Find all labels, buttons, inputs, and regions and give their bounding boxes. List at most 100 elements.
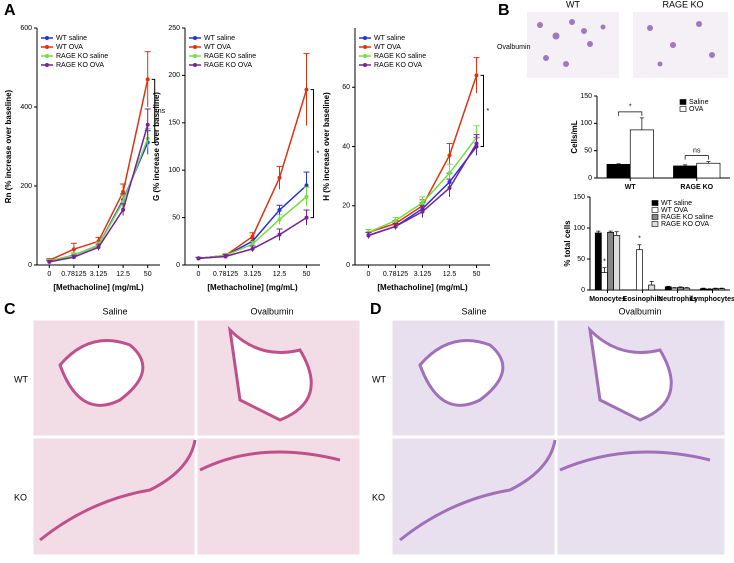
bar <box>664 286 672 291</box>
x-tick-label: 12.5 <box>443 271 457 278</box>
annotation: ns <box>693 147 701 154</box>
x-tick-label: Lymphocytes <box>690 296 734 303</box>
point <box>250 234 255 239</box>
bracket <box>310 89 314 219</box>
column-label: Saline <box>461 306 486 316</box>
point <box>304 194 309 199</box>
bar <box>683 287 691 291</box>
x-tick-label: WT <box>625 184 637 191</box>
y-tick-label: 100 <box>168 167 180 174</box>
y-tick-label: 250 <box>168 25 180 32</box>
point <box>304 215 309 220</box>
legend-marker <box>45 54 49 58</box>
legend-label: WT OVA <box>661 207 688 214</box>
bracket <box>480 74 484 147</box>
panel-label: B <box>498 2 510 19</box>
y-tick-label: 20 <box>342 203 350 210</box>
point <box>71 247 76 252</box>
y-tick-label: 40 <box>342 143 350 150</box>
legend-label: RAGE KO OVA <box>204 62 252 69</box>
bar <box>677 287 684 291</box>
y-tick-label: 150 <box>573 194 585 201</box>
column-label: Ovalbumin <box>618 306 661 316</box>
y-axis-title: G (% increase over baseline) <box>152 92 161 201</box>
point <box>250 246 255 251</box>
point <box>474 73 479 78</box>
point <box>447 153 452 158</box>
legend-label: WT OVA <box>204 44 231 51</box>
panel-label: C <box>4 301 16 318</box>
series-line <box>48 79 149 261</box>
y-tick-label: 0 <box>346 262 350 269</box>
y-tick-label: 200 <box>168 72 180 79</box>
annotation: * <box>638 236 641 243</box>
x-tick-label: 3.125 <box>244 271 262 278</box>
series-line <box>368 137 478 234</box>
bar <box>594 232 602 291</box>
point <box>277 208 282 213</box>
y-tick-label: 50 <box>584 148 592 155</box>
x-axis-title: [Methacholine] (mg/mL) <box>207 283 298 292</box>
x-tick-label: 12.5 <box>116 271 130 278</box>
legend-marker <box>363 63 367 67</box>
legend-label: OVA <box>689 106 704 113</box>
legend-label: RAGE KO saline <box>661 214 713 221</box>
y-tick-label: 50 <box>172 214 180 221</box>
bar <box>706 289 713 291</box>
point <box>447 171 452 176</box>
y-axis-title: % total cells <box>563 220 572 267</box>
panel-label: D <box>370 301 382 318</box>
bar <box>601 272 608 291</box>
point <box>223 254 228 259</box>
annotation: * <box>629 104 632 111</box>
legend-label: WT saline <box>661 200 692 207</box>
y-tick-label: 150 <box>168 120 180 127</box>
bar <box>718 288 726 291</box>
annotation: * <box>487 108 490 115</box>
legend-marker <box>193 36 197 40</box>
point <box>474 141 479 146</box>
row-label: KO <box>372 492 385 502</box>
x-tick-label: 50 <box>144 271 152 278</box>
y-tick-label: 60 <box>342 84 350 91</box>
bar <box>613 235 621 291</box>
y-tick-label: 150 <box>580 93 592 100</box>
y-tick-label: 0 <box>176 262 180 269</box>
legend-swatch <box>651 221 659 227</box>
point <box>304 183 309 188</box>
x-tick-label: Monocytes <box>589 296 626 303</box>
bar <box>606 163 631 179</box>
x-tick-label: 12.5 <box>273 271 287 278</box>
bar <box>607 231 614 291</box>
y-tick-label: 400 <box>20 104 32 111</box>
legend-label: Saline <box>689 99 709 106</box>
bracket <box>618 111 643 116</box>
legend-swatch <box>651 200 659 206</box>
legend-label: RAGE KO saline <box>374 53 426 60</box>
column-label: WT <box>566 0 580 9</box>
x-tick-label: 3.125 <box>414 271 432 278</box>
point <box>277 175 282 180</box>
legend-label: RAGE KO saline <box>204 53 256 60</box>
y-tick-label: 50 <box>577 256 585 263</box>
legend-marker <box>193 54 197 58</box>
bracket <box>684 155 709 160</box>
legend-marker <box>45 45 49 49</box>
legend-swatch <box>651 207 659 213</box>
x-tick-label: 50 <box>473 271 481 278</box>
annotation: ns <box>158 108 166 115</box>
column-label: Saline <box>102 306 127 316</box>
point <box>393 218 398 223</box>
point <box>304 87 309 92</box>
bar <box>673 165 698 179</box>
panel-label: A <box>4 2 16 19</box>
legend-swatch <box>679 99 687 105</box>
y-tick-label: 600 <box>20 25 32 32</box>
y-tick-label: 0 <box>588 175 592 182</box>
legend-label: WT saline <box>374 35 405 42</box>
point <box>121 207 126 212</box>
y-tick-label: 200 <box>20 183 32 190</box>
point <box>71 255 76 260</box>
legend-swatch <box>651 214 659 220</box>
